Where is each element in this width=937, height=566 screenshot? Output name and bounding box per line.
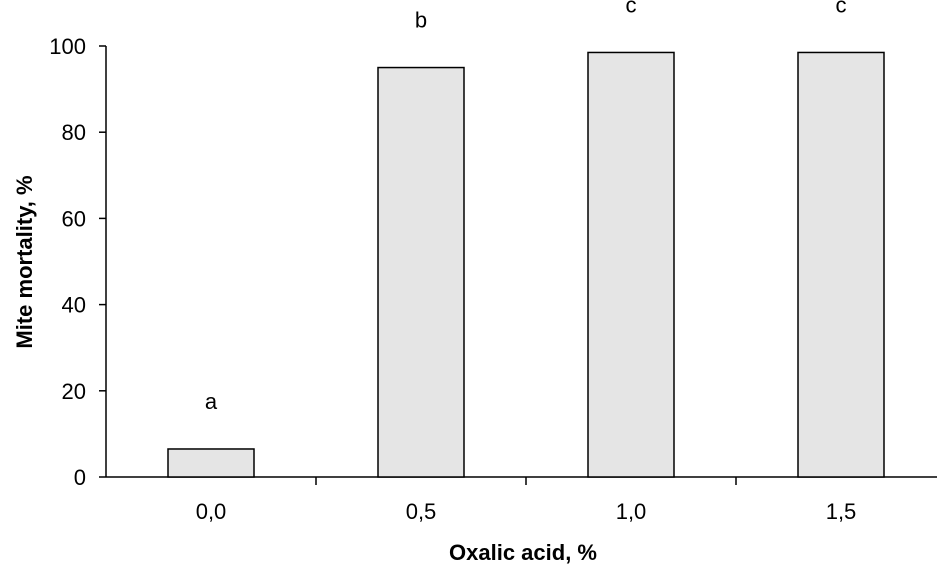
x-tick-label: 0,5 — [406, 499, 437, 524]
bar — [377, 66, 465, 478]
x-tick-label: 1,5 — [826, 499, 857, 524]
y-ticks: 0 20 40 60 80 100 — [49, 34, 106, 490]
significance-label: b — [415, 8, 427, 33]
y-tick-label: 60 — [62, 206, 86, 231]
significance-label: a — [205, 389, 218, 414]
bar — [167, 448, 255, 478]
x-ticks: 0,0 0,5 1,0 1,5 — [196, 477, 857, 524]
x-tick-label: 0,0 — [196, 499, 227, 524]
y-tick-label: 0 — [74, 465, 86, 490]
y-tick-label: 20 — [62, 379, 86, 404]
significance-label: c — [836, 0, 847, 17]
bars — [167, 51, 885, 478]
y-tick-label: 100 — [49, 34, 86, 59]
significance-label: c — [626, 0, 637, 17]
y-tick-label: 40 — [62, 293, 86, 318]
y-axis-title: Mite mortality, % — [12, 175, 37, 348]
x-tick-label: 1,0 — [616, 499, 647, 524]
x-axis-title: Oxalic acid, % — [449, 540, 597, 565]
bar — [587, 51, 675, 478]
bar — [797, 51, 885, 478]
significance-labels: a b c c — [205, 0, 847, 414]
y-axis: 0 20 40 60 80 100 — [49, 34, 107, 490]
x-axis: 0,0 0,5 1,0 1,5 — [106, 476, 937, 524]
y-tick-label: 80 — [62, 120, 86, 145]
